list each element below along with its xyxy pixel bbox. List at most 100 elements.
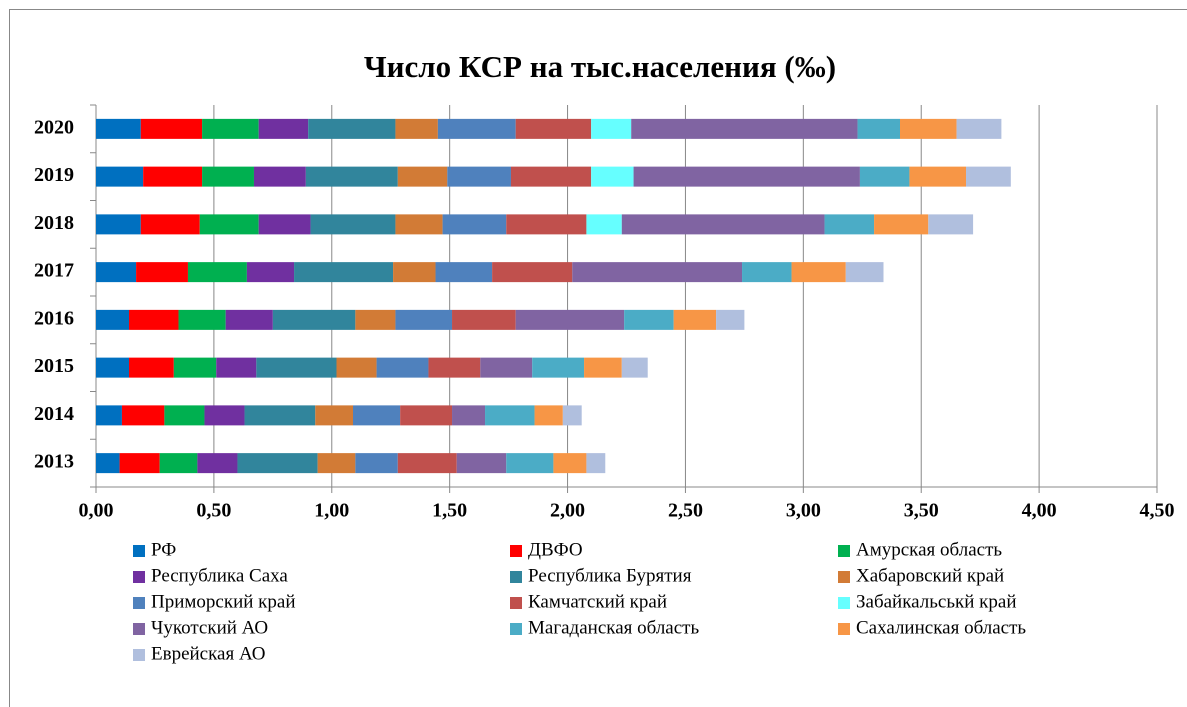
bar-segment [485,405,535,426]
x-tick-label: 0,50 [196,500,231,522]
bar-segment [621,357,648,378]
legend-label: Амурская область [856,539,1002,560]
bar-segment [225,309,273,330]
bar-segment [553,453,587,474]
x-tick-label: 4,00 [1022,500,1057,522]
bar-segment [202,166,254,187]
bar-segment [119,453,160,474]
bar-segment [216,357,257,378]
bar-segment [96,166,144,187]
bar-segment [900,118,957,139]
bar-segment [129,309,179,330]
legend-label: Еврейская АО [151,643,265,664]
bar-segment [586,214,622,235]
bar-segment [294,262,394,283]
bar-segment [435,262,493,283]
bar-segment [966,166,1011,187]
legend-label: Республика Саха [151,565,288,586]
bar-segment [742,262,792,283]
bar-segment [96,118,141,139]
bar-segment [164,405,205,426]
chart-title: Число КСР на тыс.населения (‰) [364,49,836,84]
legend-swatch [510,597,522,609]
x-tick-label: 1,50 [432,500,467,522]
legend-swatch [133,649,145,661]
bar-segment [96,453,120,474]
y-tick-label: 2017 [34,260,74,282]
legend-swatch [133,623,145,635]
bar-segment [308,118,396,139]
legend-swatch [838,623,850,635]
bar-segment [909,166,967,187]
bar-segment [96,262,137,283]
bar-segment [506,453,554,474]
y-tick-label: 2014 [34,403,74,425]
bar-segment [197,453,238,474]
bar-segment [199,214,259,235]
x-tick-label: 2,50 [668,500,703,522]
legend-swatch [510,571,522,583]
bar-segment [447,166,511,187]
legend-swatch [838,545,850,557]
bar-segment [187,262,247,283]
bar-segment [492,262,573,283]
x-tick-label: 3,50 [904,500,939,522]
bar-segment [591,118,632,139]
legend-label: Приморский край [151,591,296,612]
bar-segment [532,357,585,378]
bar-segment [121,405,165,426]
bar-segment [397,453,457,474]
bar-segment [442,214,507,235]
bar-segment [355,453,398,474]
bar-segment [136,262,188,283]
bar-segment [159,453,198,474]
bar-segment [143,166,203,187]
bar-segment [515,309,625,330]
bar-segment [456,453,507,474]
y-tick-label: 2013 [34,451,74,473]
bar-segment [874,214,929,235]
y-tick-label: 2020 [34,116,74,138]
bar-segment [129,357,174,378]
bar-segment [452,309,516,330]
bar-segment [202,118,259,139]
legend-label: Хабаровский край [856,565,1004,586]
legend-label: Чукотский АО [151,617,268,638]
legend-swatch [838,571,850,583]
bar-segment [395,118,438,139]
bar-segment [315,405,353,426]
bar-segment [859,166,910,187]
bar-segment [845,262,884,283]
bar-segment [428,357,481,378]
bar-segment [204,405,245,426]
x-tick-label: 2,00 [550,500,585,522]
bar-segment [237,453,318,474]
bar-segment [624,309,674,330]
bar-segment [437,118,516,139]
legend-swatch [838,597,850,609]
bar-segment [956,118,1002,139]
bar-segment [515,118,592,139]
bar-segment [395,309,453,330]
bar-segment [480,357,533,378]
bar-segment [253,166,306,187]
x-tick-label: 1,00 [314,500,349,522]
legend-swatch [510,545,522,557]
bar-segment [633,166,860,187]
bar-segment [140,214,200,235]
bar-segment [400,405,453,426]
bar-segment [791,262,846,283]
y-tick-label: 2015 [34,355,74,377]
bar-segment [673,309,717,330]
bar-segment [506,214,587,235]
bar-segment [246,262,295,283]
bar-segment [178,309,226,330]
y-tick-label: 2018 [34,212,74,234]
bar-segment [355,309,396,330]
bar-segment [96,405,122,426]
bar-segment [140,118,203,139]
bar-segment [317,453,356,474]
legend-label: Сахалинская область [856,617,1026,638]
bar-segment [376,357,429,378]
